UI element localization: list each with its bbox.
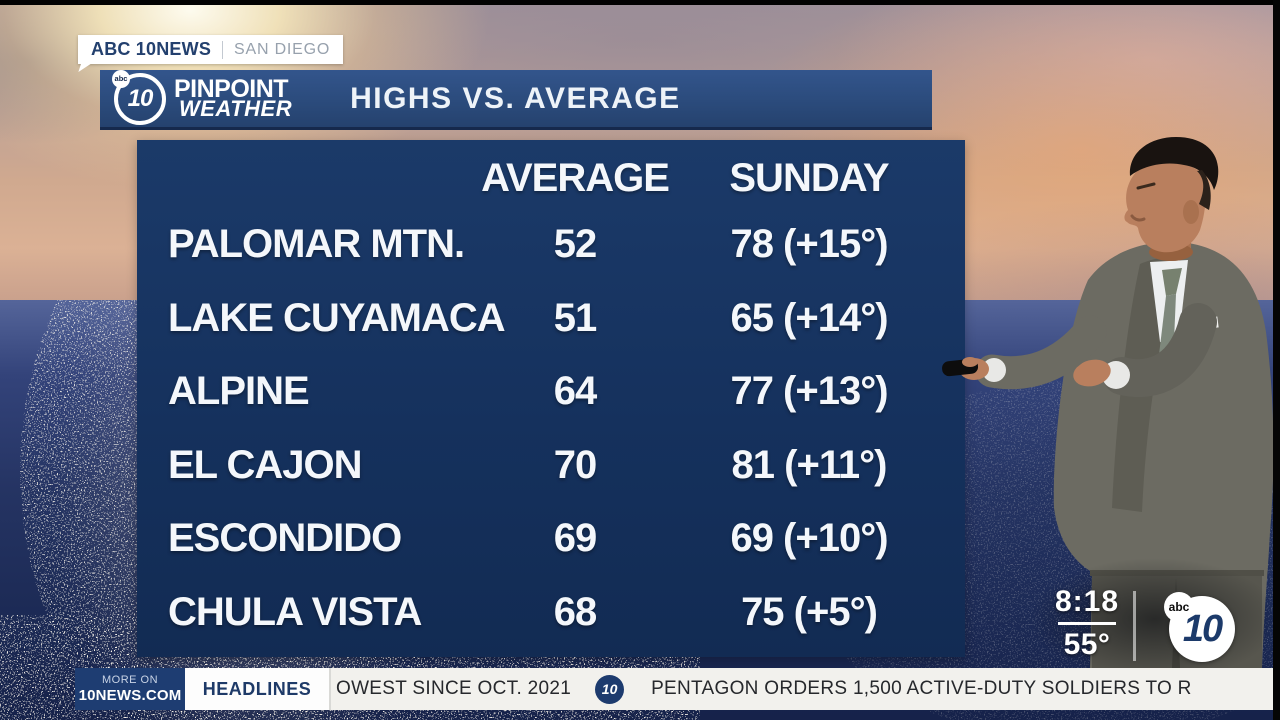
clock-backdrop <box>1030 558 1280 680</box>
segment-header-bar: 10 abc PINPOINT WEATHER HIGHS VS. AVERAG… <box>100 69 932 130</box>
average-column-header: AVERAGE <box>481 155 670 200</box>
more-on-box: MORE ON 10NEWS.COM <box>75 668 185 710</box>
average-temp-cell: 64 <box>553 369 597 414</box>
sunday-temp-cell: 75 (+5°) <box>741 589 878 634</box>
location-cell: EL CAJON <box>168 442 363 487</box>
current-temperature: 55° <box>1063 628 1111 661</box>
location-cell: PALOMAR MTN. <box>168 222 465 267</box>
time-temp-display: 8:18 55° <box>1052 585 1122 662</box>
headlines-label-box: HEADLINES <box>185 668 331 710</box>
ticker-item-1: OWEST SINCE OCT. 2021 <box>336 678 572 699</box>
sunday-temp-cell: 81 (+11°) <box>731 442 888 487</box>
average-temp-cell: 70 <box>553 442 597 487</box>
sunday-temp-cell: 69 (+10°) <box>730 516 888 561</box>
location-cell: ALPINE <box>168 369 310 414</box>
average-temp-cell: 52 <box>553 222 597 267</box>
location-cell: LAKE CUYAMACA <box>168 295 506 340</box>
average-temp-cell: 51 <box>553 295 597 340</box>
pinpoint-label: PINPOINT <box>174 75 289 103</box>
sunday-temp-cell: 78 (+15°) <box>730 222 888 267</box>
weather-presenter <box>942 137 1274 668</box>
pinpoint-weather-logo: 10 abc PINPOINT WEATHER <box>112 69 292 125</box>
location-cell: CHULA VISTA <box>168 589 422 634</box>
ticker-item-2: PENTAGON ORDERS 1,500 ACTIVE-DUTY SOLDIE… <box>651 678 1192 699</box>
station-bug: ABC 10NEWS SAN DIEGO <box>78 35 344 72</box>
station-market: SAN DIEGO <box>234 40 331 58</box>
more-on-url: 10NEWS.COM <box>78 686 182 704</box>
segment-title: HIGHS VS. AVERAGE <box>350 81 681 115</box>
abc-network-icon: abc <box>112 69 130 88</box>
sunday-temp-cell: 77 (+13°) <box>730 369 888 414</box>
headlines-label: HEADLINES <box>202 678 312 699</box>
more-on-label: MORE ON <box>101 674 159 687</box>
news-ticker: OWEST SINCE OCT. 2021 10 PENTAGON ORDERS… <box>331 668 1280 710</box>
bug-divider <box>222 40 224 59</box>
station-name: ABC 10NEWS <box>91 39 212 59</box>
clock-time: 8:18 <box>1054 585 1120 618</box>
average-temp-cell: 68 <box>553 589 597 634</box>
ticker-abc10-icon: 10 <box>595 674 625 704</box>
channel-number: 10 <box>127 84 154 112</box>
letterbox-right-bar <box>1273 0 1280 720</box>
location-cell: ESCONDIDO <box>168 516 402 561</box>
clock-logo-separator <box>1133 591 1136 661</box>
highs-vs-average-table: AVERAGE SUNDAY PALOMAR MTN. 52 78 (+15°)… <box>137 140 965 657</box>
average-temp-cell: 69 <box>553 516 597 561</box>
channel-10-icon: 10 abc <box>112 69 166 125</box>
clock-divider-line <box>1058 622 1116 625</box>
pinpoint-wordmark: PINPOINT WEATHER <box>174 77 292 120</box>
letterbox-top-bar <box>0 0 1280 5</box>
weather-label: WEATHER <box>179 96 293 121</box>
sunday-column-header: SUNDAY <box>729 155 889 200</box>
abc-network-bubble: abc <box>1164 592 1194 622</box>
sunday-temp-cell: 65 (+14°) <box>730 295 888 340</box>
